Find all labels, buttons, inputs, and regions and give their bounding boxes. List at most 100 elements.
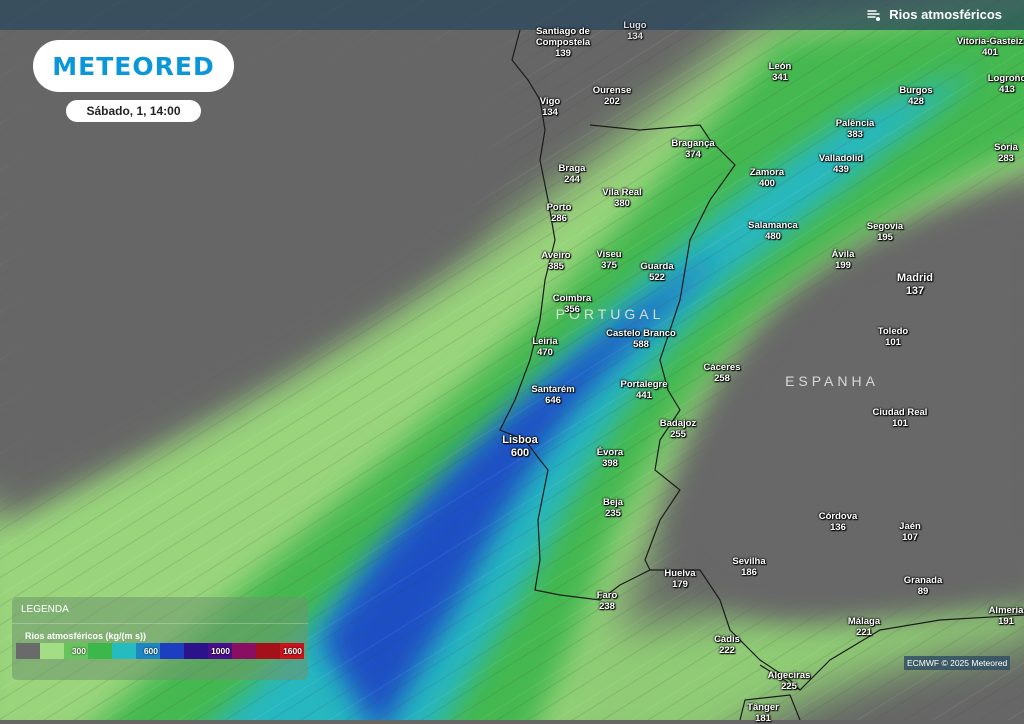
city-label[interactable]: León 341 — [769, 61, 792, 83]
city-value: 235 — [605, 508, 621, 519]
city-name: Portalegre — [620, 379, 668, 390]
city-label[interactable]: Palência 383 — [836, 118, 875, 140]
city-name: Almeria — [988, 605, 1024, 616]
city-name: Faro — [596, 590, 618, 601]
city-label[interactable]: Jaén 107 — [899, 521, 921, 543]
city-name: Cáceres — [703, 362, 741, 373]
city-label[interactable]: Bragança 374 — [671, 138, 714, 160]
city-label[interactable]: Cáceres 258 — [704, 362, 741, 384]
city-value: 221 — [856, 627, 872, 638]
city-label[interactable]: Beja 235 — [603, 497, 623, 519]
legend-swatch — [16, 643, 40, 659]
city-label[interactable]: Vila Real 380 — [602, 187, 641, 209]
city-value: 191 — [998, 616, 1014, 627]
city-name: Vigo — [539, 96, 561, 107]
city-label[interactable]: Logroño 413 — [988, 73, 1024, 95]
city-label[interactable]: Faro 238 — [597, 590, 618, 612]
city-label[interactable]: Viseu 375 — [596, 249, 621, 271]
city-value: 225 — [781, 681, 797, 692]
legend-swatch: 300 — [64, 643, 88, 659]
city-name: Huelva — [664, 568, 696, 579]
city-value: 383 — [847, 129, 863, 140]
city-label[interactable]: Évora 398 — [597, 447, 623, 469]
city-label[interactable]: Almeria 191 — [989, 605, 1024, 627]
city-value: 238 — [599, 601, 615, 612]
city-label[interactable]: Burgos 428 — [899, 85, 932, 107]
legend-variable: Rios atmosféricos (kg/(m s)) — [25, 631, 147, 641]
city-label[interactable]: Vitoria-Gasteiz 401 — [957, 36, 1023, 58]
city-label[interactable]: Lisboa 600 — [502, 434, 537, 460]
city-label[interactable]: Salamanca 480 — [748, 220, 798, 242]
city-value: 600 — [510, 447, 530, 459]
city-label[interactable]: Toledo 101 — [878, 326, 908, 348]
city-label[interactable]: Zamora 400 — [750, 167, 784, 189]
city-name: Badajoz — [659, 418, 697, 429]
city-label[interactable]: Sória 283 — [994, 142, 1018, 164]
city-label[interactable]: Leiria 470 — [532, 336, 557, 358]
city-value: 398 — [602, 458, 618, 469]
city-label[interactable]: Cádis 222 — [714, 634, 740, 656]
legend-swatch — [88, 643, 112, 659]
city-name: Jaén — [899, 521, 921, 532]
city-label[interactable]: Sevilha 186 — [732, 556, 765, 578]
city-label[interactable]: Braga 244 — [559, 163, 586, 185]
legend-swatch — [184, 643, 208, 659]
city-name: Beja — [602, 497, 624, 508]
city-label[interactable]: Valladolid 439 — [819, 153, 863, 175]
city-name: Leiria — [532, 336, 558, 347]
city-label[interactable]: Granada 89 — [904, 575, 943, 597]
city-value: 107 — [902, 532, 918, 543]
city-label[interactable]: Madrid 137 — [897, 272, 933, 298]
city-value: 380 — [614, 198, 630, 209]
city-label[interactable]: Algeciras 225 — [768, 670, 811, 692]
city-label[interactable]: Ávila 199 — [832, 249, 855, 271]
city-label[interactable]: Málaga 221 — [848, 616, 880, 638]
city-label[interactable]: Santarém 646 — [531, 384, 574, 406]
city-value: 470 — [537, 347, 553, 358]
city-name: Vila Real — [602, 187, 642, 198]
layer-title[interactable]: Rios atmosféricos — [867, 7, 1002, 22]
city-label[interactable]: Portalegre 441 — [621, 379, 668, 401]
city-name: Palência — [835, 118, 875, 129]
city-label[interactable]: Coimbra 356 — [553, 293, 592, 315]
city-value: 356 — [564, 304, 580, 315]
city-label[interactable]: Córdova 136 — [819, 511, 858, 533]
city-name: Évora — [596, 447, 624, 458]
city-name: Viseu — [596, 249, 622, 260]
city-label[interactable]: Lugo 134 — [623, 20, 646, 42]
layer-title-text: Rios atmosféricos — [889, 7, 1002, 22]
city-label[interactable]: Huelva 179 — [664, 568, 695, 590]
city-label[interactable]: Castelo Branco 588 — [606, 328, 676, 350]
city-name: Castelo Branco — [606, 328, 676, 339]
city-label[interactable]: Ourense 202 — [593, 85, 632, 107]
city-name: Santarém — [531, 384, 575, 395]
city-value: 195 — [877, 232, 893, 243]
logo-text: METEORED — [52, 51, 215, 81]
city-label[interactable]: Porto 286 — [547, 202, 572, 224]
city-label[interactable]: Santiago de Compostela 139 — [536, 26, 590, 59]
city-value: 401 — [982, 47, 998, 58]
city-value: 588 — [633, 339, 649, 350]
city-value: 136 — [830, 522, 846, 533]
city-value: 137 — [905, 285, 925, 297]
forecast-time[interactable]: Sábado, 1, 14:00 — [66, 100, 201, 122]
country-label: PORTUGAL — [555, 306, 665, 322]
city-name: Sória — [994, 142, 1018, 153]
city-name: Málaga — [847, 616, 881, 627]
city-label[interactable]: Tânger 181 — [747, 702, 779, 724]
city-label[interactable]: Ciudad Real 101 — [873, 407, 928, 429]
city-value: 222 — [719, 645, 735, 656]
city-label[interactable]: Badajoz 255 — [660, 418, 696, 440]
city-name: Ávila — [831, 249, 855, 260]
city-name: Granada — [903, 575, 943, 586]
city-value: 134 — [542, 107, 558, 118]
city-label[interactable]: Aveiro 385 — [541, 250, 570, 272]
legend-title[interactable]: LEGENDA — [12, 597, 308, 624]
city-label[interactable]: Guarda 522 — [640, 261, 673, 283]
legend-swatch — [40, 643, 64, 659]
city-label[interactable]: Segovia 195 — [867, 221, 903, 243]
color-scale: 300 600 1000 1600 — [16, 643, 304, 659]
city-label[interactable]: Vigo 134 — [540, 96, 560, 118]
meteored-logo[interactable]: METEORED — [33, 40, 234, 92]
